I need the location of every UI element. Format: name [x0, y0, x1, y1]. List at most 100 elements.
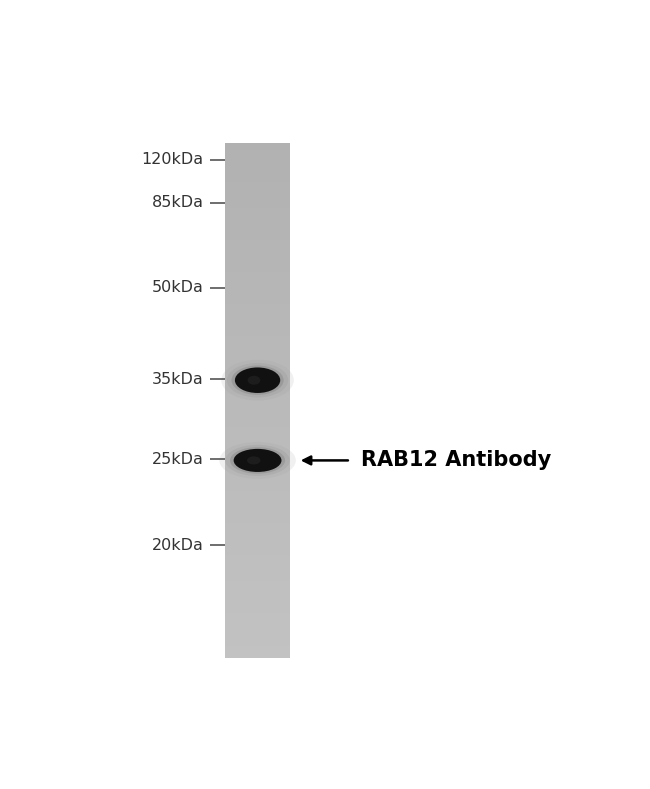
Bar [225, 361, 291, 368]
Bar [225, 181, 291, 189]
Bar [225, 214, 291, 221]
Bar [225, 548, 291, 555]
Bar [225, 432, 291, 439]
Bar [225, 342, 291, 350]
Bar [225, 375, 291, 382]
Bar [225, 574, 291, 581]
Bar [225, 304, 291, 311]
Bar [225, 452, 291, 459]
Bar [225, 497, 291, 504]
Bar [225, 516, 291, 523]
Bar [225, 239, 291, 246]
Text: 20kDa: 20kDa [152, 538, 203, 553]
Text: 85kDa: 85kDa [151, 196, 203, 211]
Bar [225, 316, 291, 323]
Bar [225, 323, 291, 330]
Bar [225, 445, 291, 452]
Bar [225, 194, 291, 201]
Text: 120kDa: 120kDa [142, 152, 203, 167]
Ellipse shape [248, 376, 260, 385]
Bar [225, 503, 291, 510]
Bar [225, 484, 291, 491]
Bar [225, 561, 291, 568]
Bar [225, 168, 291, 175]
Bar [225, 536, 291, 543]
Text: 35kDa: 35kDa [152, 372, 203, 387]
Bar [225, 336, 291, 343]
Bar [225, 143, 291, 150]
Bar [225, 413, 291, 421]
Bar [225, 297, 291, 305]
Bar [225, 426, 291, 433]
Bar [225, 613, 291, 620]
Bar [225, 149, 291, 156]
Bar [225, 477, 291, 484]
Bar [225, 529, 291, 536]
Bar [225, 233, 291, 240]
Bar [225, 291, 291, 297]
Ellipse shape [247, 456, 261, 465]
Bar [225, 420, 291, 427]
Bar [225, 555, 291, 562]
Ellipse shape [239, 370, 276, 391]
Bar [225, 155, 291, 163]
Ellipse shape [219, 442, 296, 479]
Bar [225, 355, 291, 362]
Bar [225, 619, 291, 626]
Bar [225, 606, 291, 613]
Bar [225, 278, 291, 285]
Ellipse shape [227, 363, 288, 398]
Ellipse shape [226, 445, 290, 476]
Bar [225, 522, 291, 529]
Bar [225, 542, 291, 549]
Ellipse shape [235, 368, 280, 393]
Bar [225, 632, 291, 639]
Ellipse shape [231, 365, 283, 394]
Bar [225, 600, 291, 607]
Bar [225, 207, 291, 214]
Bar [225, 175, 291, 182]
Bar [225, 271, 291, 279]
Bar [225, 587, 291, 594]
Ellipse shape [221, 360, 294, 401]
Bar [225, 368, 291, 375]
Text: RAB12 Antibody: RAB12 Antibody [361, 451, 551, 470]
Bar [225, 381, 291, 388]
Bar [225, 400, 291, 407]
Bar [225, 226, 291, 234]
Bar [225, 458, 291, 466]
Bar [225, 626, 291, 633]
Text: 25kDa: 25kDa [152, 451, 203, 467]
Bar [225, 491, 291, 498]
Bar [225, 568, 291, 574]
Text: 50kDa: 50kDa [152, 280, 203, 295]
Bar [225, 310, 291, 317]
Bar [225, 220, 291, 227]
Ellipse shape [230, 447, 285, 473]
Bar [225, 252, 291, 260]
Bar [225, 406, 291, 413]
Bar [225, 645, 291, 652]
Bar [225, 638, 291, 645]
Bar [225, 593, 291, 600]
Bar [225, 284, 291, 291]
Bar [225, 330, 291, 336]
Ellipse shape [244, 454, 270, 467]
Bar [225, 439, 291, 446]
Bar [225, 510, 291, 517]
Bar [225, 349, 291, 356]
Ellipse shape [238, 451, 277, 470]
Bar [225, 265, 291, 272]
Bar [225, 394, 291, 401]
Bar [225, 259, 291, 266]
Bar [225, 387, 291, 394]
Bar [225, 188, 291, 195]
Bar [225, 465, 291, 472]
Bar [225, 581, 291, 588]
Ellipse shape [245, 373, 270, 387]
Bar [225, 200, 291, 208]
Ellipse shape [233, 449, 281, 472]
Bar [225, 652, 291, 659]
Bar [225, 245, 291, 252]
Bar [225, 471, 291, 478]
